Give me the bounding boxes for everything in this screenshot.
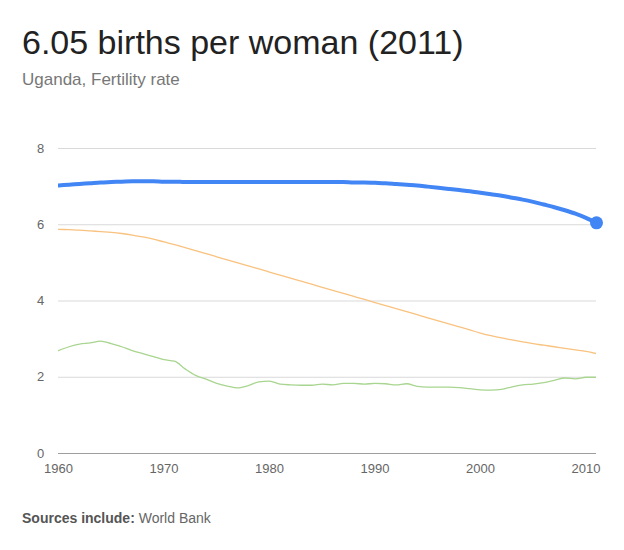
svg-text:6: 6 <box>37 217 44 232</box>
svg-text:1980: 1980 <box>255 461 284 476</box>
svg-text:2000: 2000 <box>466 461 495 476</box>
html-text:6.05 births per woman (2011): 6.05 births per woman (2011) <box>22 23 464 61</box>
svg-text:4: 4 <box>37 293 44 308</box>
svg-text:2010: 2010 <box>571 461 600 476</box>
svg-text:8: 8 <box>37 141 44 156</box>
svg-text:1990: 1990 <box>361 461 390 476</box>
html-text:Uganda, Fertility rate: Uganda, Fertility rate <box>22 70 180 89</box>
svg-text:2: 2 <box>37 369 44 384</box>
svg-text:1960: 1960 <box>44 461 73 476</box>
svg-text:1970: 1970 <box>150 461 179 476</box>
svg-text:0: 0 <box>37 446 44 461</box>
html-text:Sources include: World Bank: Sources include: World Bank <box>22 510 211 526</box>
